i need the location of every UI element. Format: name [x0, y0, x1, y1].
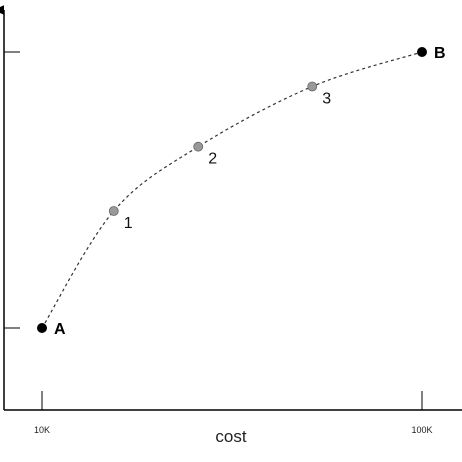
data-point-1	[108, 206, 119, 216]
x-tick-label-10k: 10K	[34, 425, 50, 435]
data-point-3	[307, 81, 318, 92]
point-label-3: 3	[322, 91, 331, 108]
x-tick-label-100k: 100K	[411, 425, 432, 435]
data-point-2	[193, 141, 204, 152]
point-label-2: 2	[208, 151, 217, 168]
point-label-b: B	[434, 45, 446, 62]
data-point-b	[417, 47, 427, 57]
data-point-a	[37, 323, 47, 333]
cost-curve-line	[41, 51, 423, 329]
point-label-a: A	[54, 321, 66, 338]
data-points: A 1 2 3 B	[37, 45, 446, 338]
point-label-1: 1	[124, 215, 133, 232]
x-axis-title: cost	[215, 427, 246, 446]
